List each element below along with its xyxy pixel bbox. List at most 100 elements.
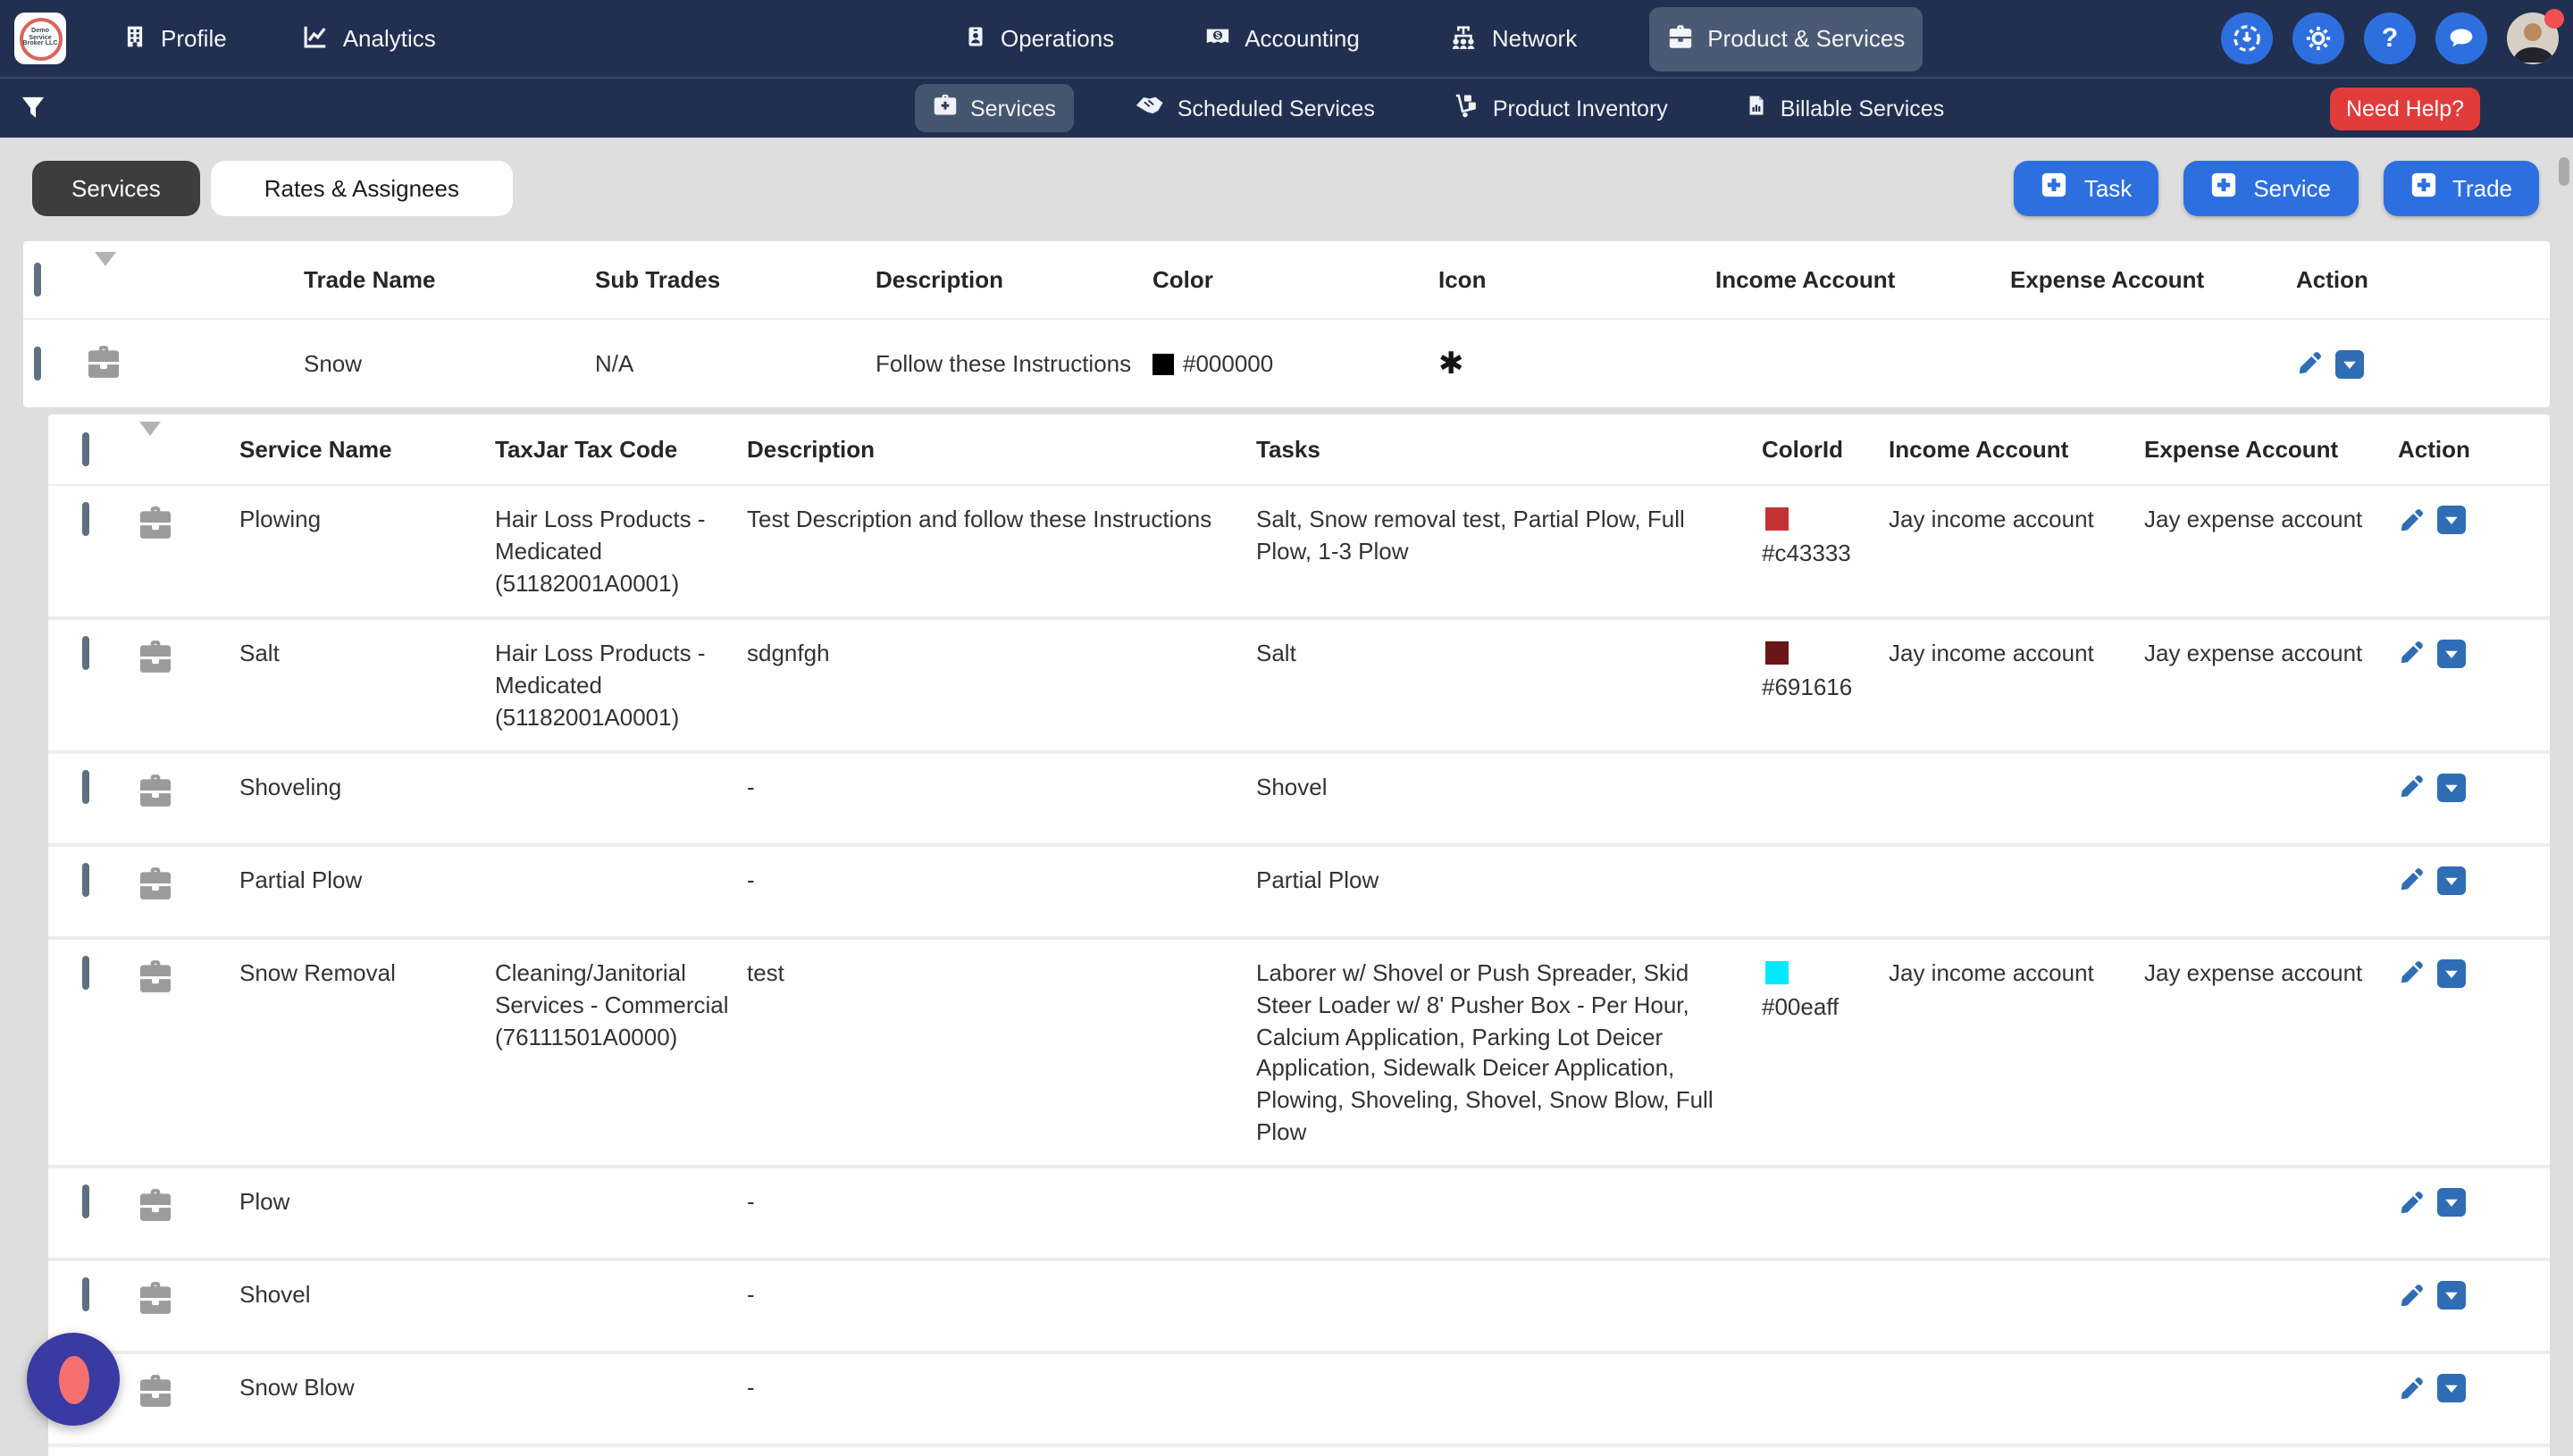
taxjar-tax-code-cell: Cleaning/Janitorial Services - Commercia… — [495, 958, 729, 1050]
column-header-sub-trades: Sub Trades — [595, 266, 721, 293]
tab-rates-assignees[interactable]: Rates & Assignees — [210, 160, 513, 215]
caret-square-down-icon[interactable] — [2437, 1281, 2466, 1310]
column-header-action: Action — [2398, 436, 2470, 463]
services-table: Service Name TaxJar Tax Code Description… — [48, 414, 2550, 1456]
service-description-cell: - — [747, 1374, 755, 1402]
trade-name-cell: Snow — [304, 350, 363, 377]
column-header-description: Description — [747, 436, 876, 463]
service-name-cell: Salt — [239, 639, 280, 666]
nav-item-operations[interactable]: Operations — [947, 6, 1132, 71]
colorid-cell: #c43333 — [1762, 504, 1889, 570]
create-buttons: Task Service Trade — [2014, 160, 2539, 215]
tab-services[interactable]: Services — [32, 160, 200, 215]
subnav-item-billable-services[interactable]: Billable Services — [1729, 84, 1962, 132]
service-row-checkbox[interactable] — [82, 769, 89, 804]
settings-gear-icon[interactable] — [2292, 13, 2344, 64]
service-row: Calcium Application - — [48, 1448, 2550, 1456]
chat-icon[interactable] — [2435, 13, 2487, 64]
sub-trades-cell: N/A — [595, 350, 634, 377]
chevron-down-icon[interactable] — [139, 422, 161, 463]
edit-pencil-icon[interactable] — [2398, 1376, 2425, 1402]
edit-pencil-icon[interactable] — [2398, 959, 2425, 986]
caret-square-down-icon[interactable] — [2437, 506, 2466, 534]
briefcase-icon — [1666, 22, 1693, 54]
navbar-utilities: ? — [2221, 0, 2564, 77]
money-icon: $ — [1203, 22, 1230, 54]
service-row-checkbox[interactable] — [82, 955, 89, 990]
select-all-trades-checkbox[interactable] — [34, 263, 41, 297]
subnav-item-scheduled-services[interactable]: Scheduled Services — [1117, 85, 1393, 131]
subnav-item-services[interactable]: Services — [915, 84, 1074, 132]
income-account-cell: Jay income account — [1889, 958, 2094, 986]
top-navbar: Demo Service Broker LLC Profile Analytic… — [0, 0, 2573, 79]
plus-square-icon — [2410, 172, 2436, 204]
tasks-cell: Shovel — [1256, 773, 1328, 800]
add-service-button[interactable]: Service — [2183, 160, 2359, 215]
chat-launcher-button[interactable] — [27, 1333, 120, 1426]
edit-pencil-icon[interactable] — [2296, 350, 2323, 377]
nav-item-product-services[interactable]: Product & Services — [1648, 6, 1923, 71]
service-description-cell: - — [747, 1188, 755, 1216]
edit-pencil-icon[interactable] — [2398, 640, 2425, 667]
edit-pencil-icon[interactable] — [2398, 1190, 2425, 1217]
service-row-checkbox[interactable] — [82, 1277, 89, 1312]
service-name-cell: Shoveling — [239, 773, 342, 800]
chevron-down-icon[interactable] — [95, 252, 116, 293]
add-task-button[interactable]: Task — [2014, 160, 2159, 215]
trades-table: Trade Name Sub Trades Description Color … — [23, 241, 2550, 407]
service-name-cell: Shovel — [239, 1281, 311, 1309]
page-toolbar: Services Rates & Assignees Task Service … — [32, 152, 2539, 223]
edit-pencil-icon[interactable] — [2398, 506, 2425, 533]
caret-square-down-icon[interactable] — [2437, 1374, 2466, 1403]
svg-text:$: $ — [1214, 30, 1219, 40]
logo-text-line: Demo — [31, 26, 49, 34]
page-scrollbar-thumb[interactable] — [2559, 157, 2569, 186]
nav-item-label: Profile — [161, 25, 227, 52]
need-help-button[interactable]: Need Help? — [2329, 88, 2480, 130]
service-row: Plow - — [48, 1169, 2550, 1262]
color-swatch — [1765, 507, 1789, 531]
color-swatch — [1765, 960, 1789, 984]
service-row: Shovel - — [48, 1262, 2550, 1355]
subnav-item-label: Services — [970, 96, 1056, 121]
nav-item-label: Product & Services — [1707, 25, 1906, 52]
user-avatar[interactable] — [2507, 9, 2564, 64]
add-trade-button[interactable]: Trade — [2383, 160, 2539, 215]
subnav-item-label: Product Inventory — [1492, 96, 1668, 121]
edit-pencil-icon[interactable] — [2398, 866, 2425, 893]
nav-item-analytics[interactable]: Analytics — [284, 6, 454, 71]
service-row-checkbox[interactable] — [82, 862, 89, 897]
edit-pencil-icon[interactable] — [2398, 774, 2425, 800]
subnav-item-product-inventory[interactable]: Product Inventory — [1436, 84, 1686, 132]
caret-square-down-icon[interactable] — [2335, 349, 2364, 378]
caret-square-down-icon[interactable] — [2437, 958, 2466, 988]
service-row-checkbox[interactable] — [82, 1184, 89, 1219]
filter-icon[interactable] — [20, 95, 46, 121]
help-icon[interactable]: ? — [2364, 13, 2416, 64]
notification-dot — [2544, 9, 2564, 29]
company-logo[interactable]: Demo Service Broker LLC — [14, 13, 66, 64]
caret-square-down-icon[interactable] — [2437, 639, 2466, 668]
service-row-checkbox[interactable] — [82, 635, 89, 670]
updates-icon[interactable] — [2221, 13, 2273, 64]
edit-pencil-icon[interactable] — [2398, 1283, 2425, 1310]
plus-square-icon — [2210, 172, 2237, 204]
logo-text-line: Broker LLC — [22, 39, 58, 47]
briefcase-icon — [136, 774, 175, 814]
caret-square-down-icon[interactable] — [2437, 866, 2466, 895]
service-row-checkbox[interactable] — [82, 502, 89, 536]
trade-row-checkbox[interactable] — [34, 347, 41, 381]
nav-item-network[interactable]: Network — [1431, 6, 1595, 71]
select-all-services-checkbox[interactable] — [82, 432, 89, 466]
nav-item-accounting[interactable]: $ Accounting — [1186, 6, 1378, 71]
column-header-trade-name: Trade Name — [304, 266, 436, 293]
column-header-action: Action — [2296, 266, 2368, 293]
nav-item-profile[interactable]: Profile — [105, 6, 245, 71]
colorid-cell: #00eaff — [1762, 957, 1889, 1023]
caret-square-down-icon[interactable] — [2437, 773, 2466, 802]
tasks-cell: Partial Plow — [1256, 866, 1379, 893]
product-services-tabs: Services Scheduled Services Product Inve… — [915, 79, 1962, 138]
secondary-navbar: Services Scheduled Services Product Inve… — [0, 79, 2573, 138]
caret-square-down-icon[interactable] — [2437, 1188, 2466, 1218]
